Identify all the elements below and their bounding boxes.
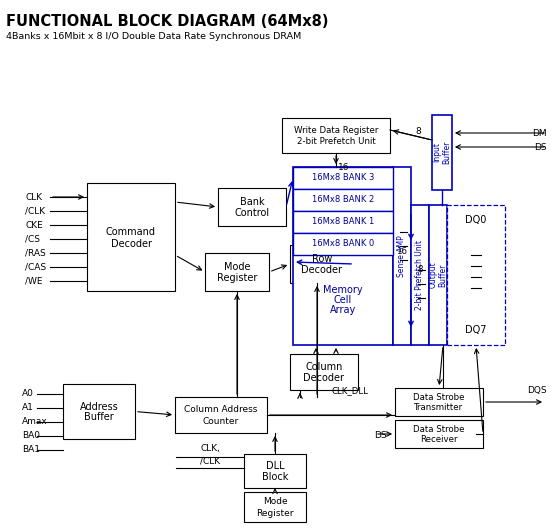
Text: Decoder: Decoder — [301, 265, 343, 275]
Text: A1: A1 — [22, 403, 34, 412]
Text: Block: Block — [262, 472, 288, 482]
Text: Row: Row — [312, 254, 332, 264]
Bar — [282, 118, 390, 153]
Bar — [293, 189, 393, 211]
Bar — [393, 167, 411, 345]
Text: /RAS: /RAS — [25, 249, 46, 258]
Text: Decoder: Decoder — [304, 373, 344, 383]
Text: DQS: DQS — [527, 386, 547, 395]
Bar — [205, 253, 269, 291]
Bar — [244, 492, 306, 522]
Text: Register: Register — [217, 273, 257, 283]
Text: 2-bit Prefetch Unit: 2-bit Prefetch Unit — [415, 240, 424, 310]
Bar — [244, 454, 306, 488]
Text: /CLK: /CLK — [200, 456, 220, 465]
Text: 16Mx8 BANK 2: 16Mx8 BANK 2 — [312, 196, 374, 205]
Bar — [395, 388, 483, 416]
Text: DQ7: DQ7 — [465, 325, 487, 335]
Bar — [290, 354, 358, 390]
Bar — [290, 245, 354, 283]
Text: Buffer: Buffer — [84, 412, 114, 422]
Bar — [87, 183, 175, 291]
Text: Decoder: Decoder — [111, 239, 152, 249]
Text: 8: 8 — [417, 266, 423, 275]
Text: DS: DS — [374, 431, 387, 440]
Text: CLK,: CLK, — [200, 445, 220, 454]
Text: /CS: /CS — [25, 234, 40, 243]
Text: CLK: CLK — [25, 192, 42, 201]
Text: DLL: DLL — [266, 461, 284, 471]
Text: Column: Column — [305, 362, 343, 372]
Text: Data Strobe: Data Strobe — [413, 393, 464, 402]
Text: Control: Control — [234, 208, 269, 218]
Text: Mode: Mode — [224, 262, 250, 272]
Text: CKE: CKE — [25, 220, 43, 229]
Text: Register: Register — [256, 508, 294, 517]
Text: Data Strobe: Data Strobe — [413, 426, 464, 435]
Text: /CAS: /CAS — [25, 262, 46, 271]
Text: 8: 8 — [415, 128, 421, 137]
Text: 4Banks x 16Mbit x 8 I/O Double Data Rate Synchronous DRAM: 4Banks x 16Mbit x 8 I/O Double Data Rate… — [6, 32, 301, 41]
Text: 16: 16 — [397, 246, 408, 255]
Text: DS: DS — [534, 143, 547, 152]
Text: 16Mx8 BANK 0: 16Mx8 BANK 0 — [312, 240, 374, 249]
Text: Column Address: Column Address — [185, 405, 258, 414]
Text: Command: Command — [106, 227, 156, 237]
Text: 2-bit Prefetch Unit: 2-bit Prefetch Unit — [296, 137, 375, 146]
Text: 16: 16 — [338, 163, 350, 172]
Bar — [218, 188, 286, 226]
Bar — [429, 205, 447, 345]
Text: Output
Buffer: Output Buffer — [428, 262, 448, 288]
Text: A0: A0 — [22, 390, 34, 399]
Bar — [293, 233, 393, 255]
Text: Memory: Memory — [323, 285, 363, 295]
Text: CLK_DLL: CLK_DLL — [332, 386, 369, 395]
Text: BA1: BA1 — [22, 446, 40, 455]
Text: DQ0: DQ0 — [465, 215, 487, 225]
Text: Receiver: Receiver — [420, 436, 458, 445]
Text: Write Data Register: Write Data Register — [294, 126, 378, 135]
Text: BA0: BA0 — [22, 431, 40, 440]
Text: Counter: Counter — [203, 417, 239, 426]
Bar — [293, 167, 393, 189]
Text: /WE: /WE — [25, 277, 42, 286]
Text: Sense AMP: Sense AMP — [397, 235, 407, 277]
Bar — [175, 397, 267, 433]
Text: DM: DM — [532, 128, 547, 137]
Text: FUNCTIONAL BLOCK DIAGRAM (64Mx8): FUNCTIONAL BLOCK DIAGRAM (64Mx8) — [6, 14, 328, 29]
Bar — [432, 115, 452, 190]
Bar — [63, 384, 135, 439]
Text: Array: Array — [330, 305, 356, 315]
Text: 16Mx8 BANK 3: 16Mx8 BANK 3 — [312, 173, 374, 182]
Text: Amax: Amax — [22, 418, 48, 427]
Text: Input
Buffer: Input Buffer — [433, 141, 452, 164]
Bar — [411, 205, 429, 345]
Bar — [447, 205, 505, 345]
Text: Transmitter: Transmitter — [414, 403, 463, 412]
Bar — [395, 420, 483, 448]
Bar — [293, 211, 393, 233]
Text: Cell: Cell — [334, 295, 352, 305]
Bar — [293, 167, 393, 345]
Text: Address: Address — [80, 402, 118, 411]
Text: 16Mx8 BANK 1: 16Mx8 BANK 1 — [312, 217, 374, 226]
Text: Bank: Bank — [240, 197, 264, 207]
Text: Mode: Mode — [263, 498, 287, 507]
Text: /CLK: /CLK — [25, 207, 45, 216]
